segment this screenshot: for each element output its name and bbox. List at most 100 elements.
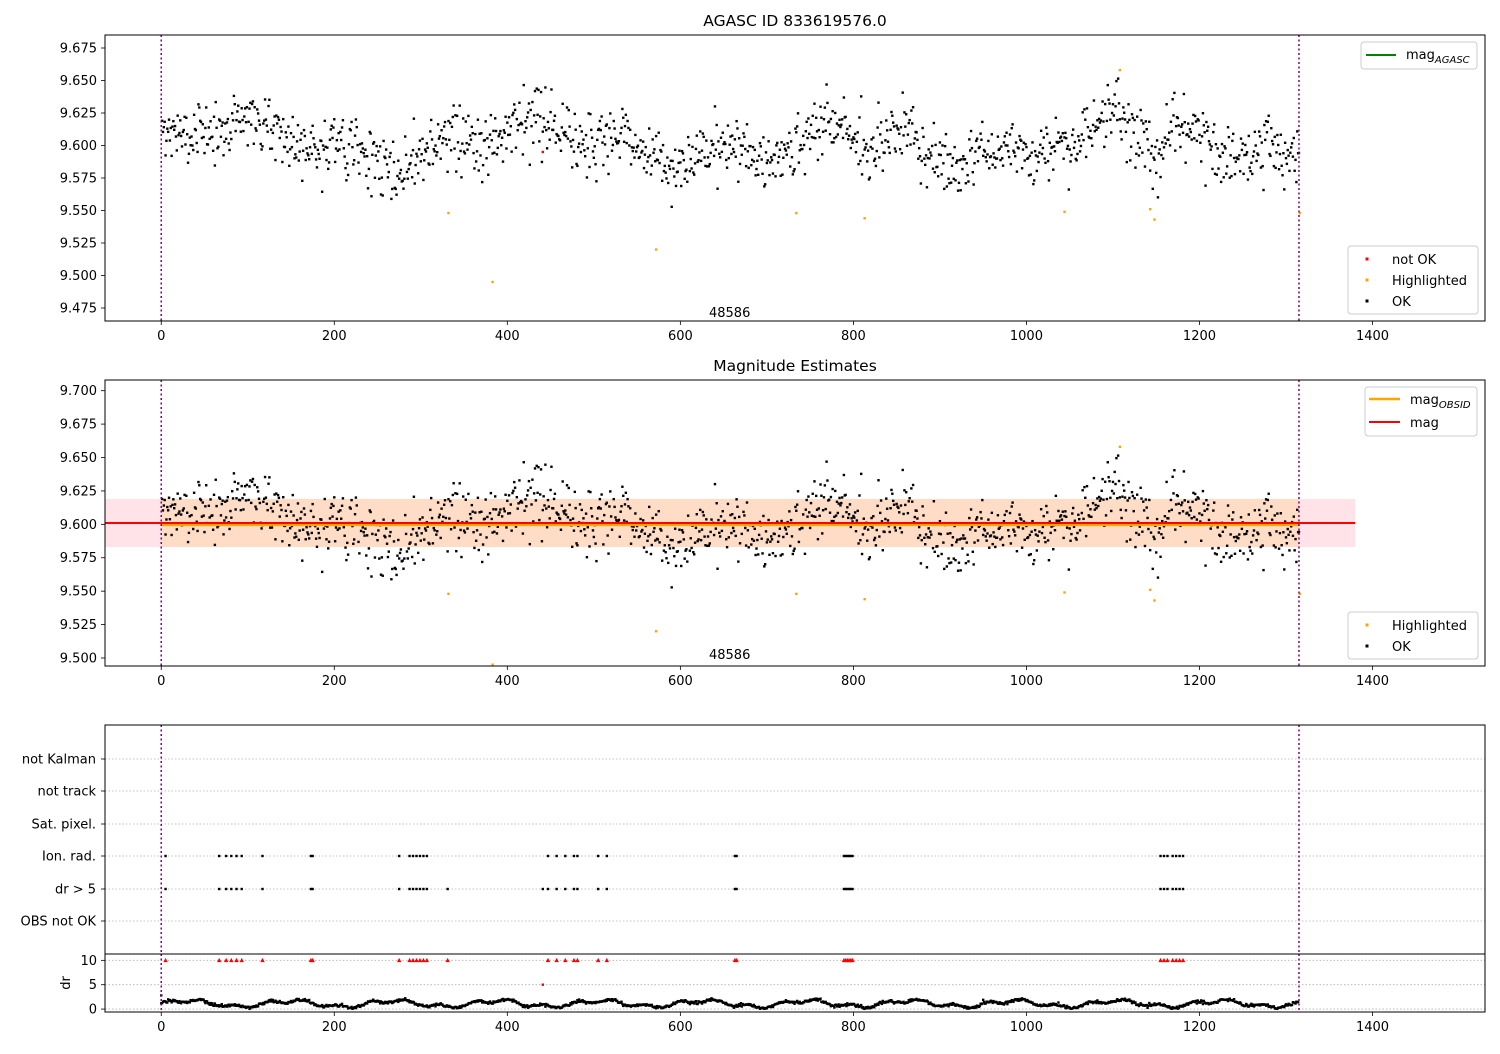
ok-point [1204,564,1207,567]
ok-point [603,513,606,517]
ok-point [424,529,428,532]
ok-point [409,161,412,165]
ok-point [1149,531,1153,534]
flag-point [164,854,167,858]
ok-point [1214,143,1218,146]
ok-point [1037,540,1040,543]
ok-point [388,155,391,159]
ok-point [330,502,333,506]
ok-point [436,151,439,154]
ok-point [617,518,621,522]
x-tick-label: 0 [157,1020,165,1035]
estimates-obsid-label: 48586 [709,648,750,663]
ok-point [872,159,876,162]
ok-point [754,174,757,177]
ok-point [878,156,881,159]
ok-point [764,151,768,154]
dr-point [859,1003,863,1007]
ok-point [847,513,851,516]
dr-point [654,1005,657,1009]
ok-point [591,529,595,532]
ok-point [465,520,468,524]
ok-point [924,154,928,157]
ok-point [384,148,388,151]
dr-point [1009,1000,1013,1004]
ok-point [1043,157,1046,160]
ok-point [249,101,252,104]
ok-point [951,536,955,539]
ok-point [260,527,263,530]
ok-point [225,121,229,124]
ok-point [469,138,473,141]
ok-point [1063,514,1066,518]
ok-point [554,520,557,523]
ok-point [430,516,434,520]
ok-point [397,557,401,560]
ok-point [1270,518,1274,521]
ok-point [492,508,495,511]
ok-point [944,132,948,136]
ok-point [597,506,601,509]
ok-point [1145,127,1148,131]
ok-point [574,506,577,510]
y-tick-label: 9.625 [60,484,97,499]
ok-point [1142,122,1145,125]
dr-clipped-marker [310,957,315,963]
ok-point [1080,133,1084,136]
ok-point [853,511,857,514]
dr-point [521,1005,525,1009]
ok-point [911,122,914,125]
ok-point [332,126,335,129]
ok-point [881,549,885,552]
ok-point [202,514,205,517]
ok-point [862,517,865,520]
ok-point [1253,509,1257,512]
ok-point [993,156,996,159]
ok-point [385,163,389,166]
ok-point [237,482,240,485]
ok-point [1182,92,1186,96]
ok-point [1018,134,1021,138]
ok-point [1091,501,1095,505]
flag-row-label: Sat. pixel. [32,818,96,833]
ok-point [1191,500,1194,504]
ok-point [752,160,756,163]
ok-point [1075,159,1078,162]
ok-point [861,154,865,157]
ok-point [488,511,492,515]
ok-point [911,500,914,503]
ok-point [799,143,802,147]
ok-point [288,544,291,547]
ok-point [1165,103,1168,106]
ok-point [571,545,574,549]
ok-point [487,553,490,556]
ok-point [1108,480,1111,483]
ok-point [1020,518,1023,521]
y-tick-label: 9.625 [60,107,97,122]
dr-point [737,1004,740,1008]
ok-point [714,527,718,530]
ok-point [1163,136,1167,139]
ok-point [1065,147,1069,150]
ok-point [648,154,652,157]
ok-point [295,140,299,143]
ok-point [1053,149,1057,153]
ok-point [892,121,895,124]
ok-point [844,493,847,497]
ok-point [898,526,902,530]
flags-axes-frame [104,724,1486,954]
ok-point [436,530,439,533]
ok-point [936,175,940,178]
ok-point [837,502,840,505]
ok-point [1296,508,1299,512]
ok-point [521,532,525,535]
ok-point [656,159,660,162]
ok-point [461,495,465,498]
dr-clipped-marker [545,957,551,963]
ok-point [530,503,533,506]
ok-point [885,497,888,500]
ok-point [1184,161,1187,164]
ok-point [335,517,339,521]
ok-point [1194,498,1198,501]
ok-point [1294,158,1297,162]
